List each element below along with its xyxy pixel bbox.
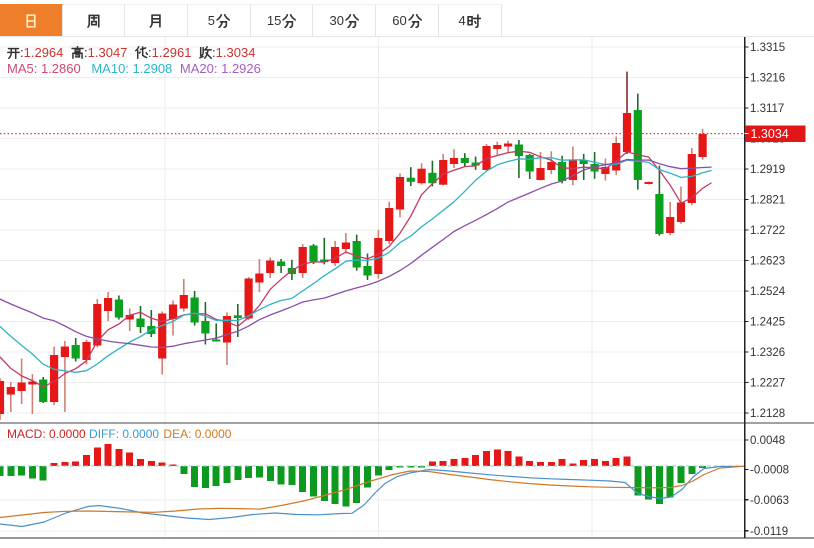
svg-text:1.3117: 1.3117 — [750, 103, 784, 115]
svg-text:-0.0119: -0.0119 — [750, 526, 788, 538]
svg-text:-0.0008: -0.0008 — [750, 464, 789, 476]
svg-text:1.3315: 1.3315 — [750, 42, 785, 54]
svg-text:1.2524: 1.2524 — [750, 286, 786, 298]
svg-text:1.2722: 1.2722 — [750, 225, 785, 237]
svg-text:1.2128: 1.2128 — [750, 408, 785, 420]
svg-text:1.3034: 1.3034 — [751, 127, 789, 141]
svg-text:1.2425: 1.2425 — [750, 317, 785, 329]
svg-text:1.2326: 1.2326 — [750, 347, 785, 359]
svg-text:1.3216: 1.3216 — [750, 73, 785, 85]
svg-text:-0.0063: -0.0063 — [750, 495, 789, 507]
svg-text:1.2821: 1.2821 — [750, 195, 785, 207]
svg-text:1.2227: 1.2227 — [750, 378, 785, 390]
svg-text:1.2623: 1.2623 — [750, 256, 785, 268]
svg-text:1.2919: 1.2919 — [750, 164, 785, 176]
svg-text:0.0048: 0.0048 — [750, 435, 785, 447]
